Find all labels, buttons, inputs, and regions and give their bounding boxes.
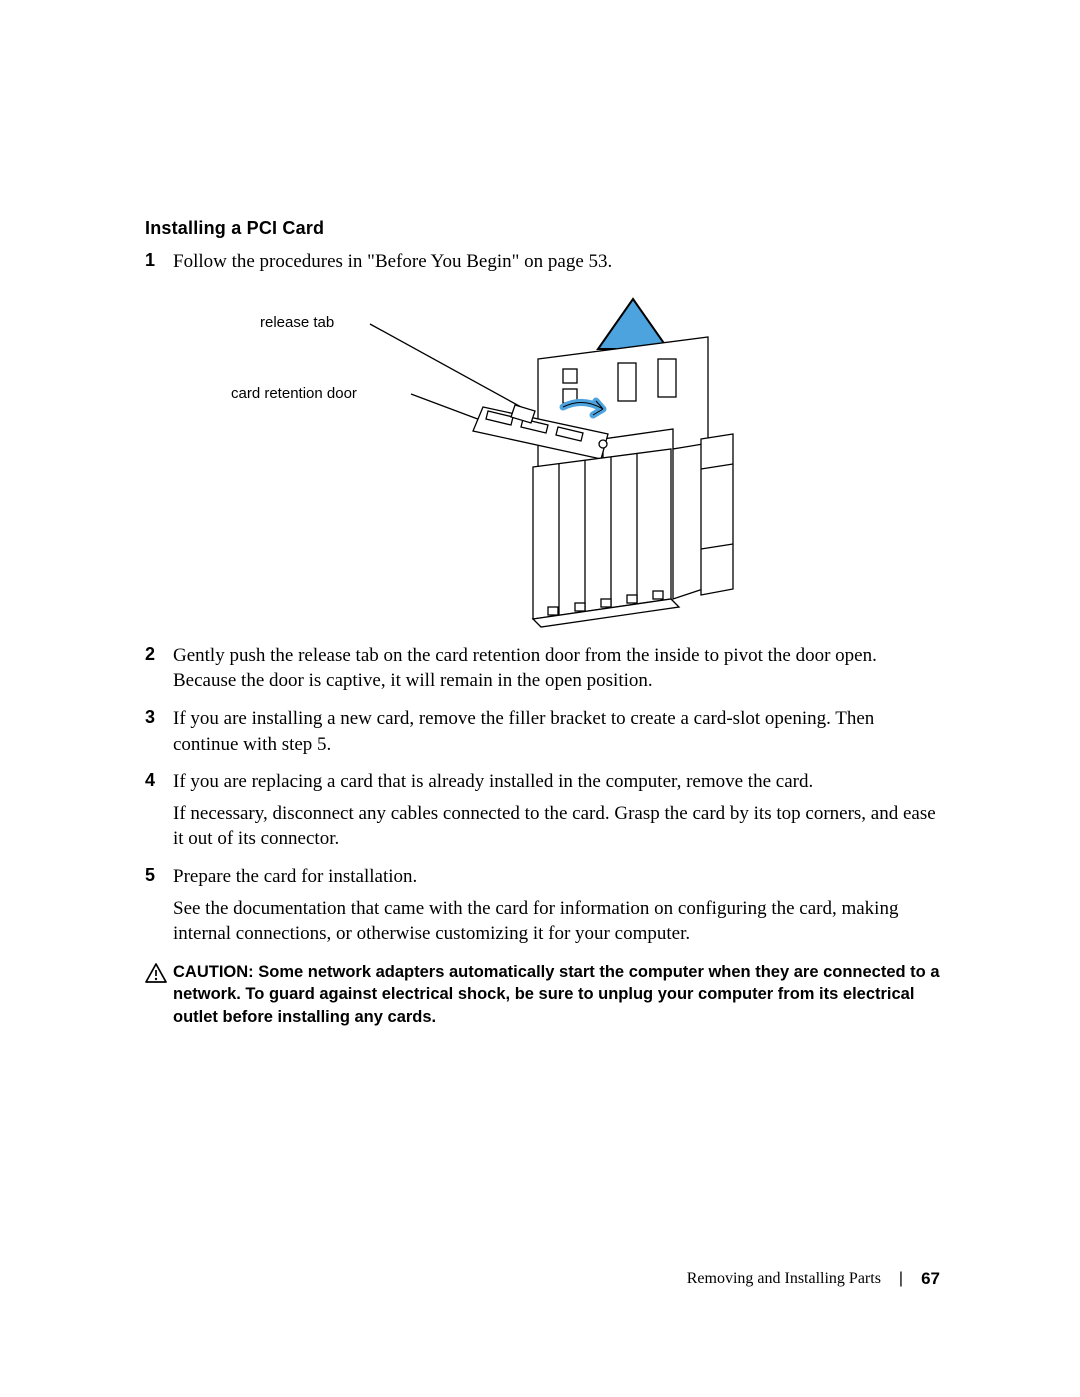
step-text: Prepare the card for installation. — [173, 864, 940, 890]
step-text: See the documentation that came with the… — [173, 896, 940, 947]
step-3: 3 If you are installing a new card, remo… — [145, 706, 940, 763]
step-list: 1 Follow the procedures in "Before You B… — [145, 249, 940, 281]
footer-separator: | — [899, 1270, 903, 1288]
step-text: If you are replacing a card that is alre… — [173, 769, 940, 795]
step-number: 4 — [145, 769, 173, 791]
step-text: Gently push the release tab on the card … — [173, 643, 940, 694]
step-number: 1 — [145, 249, 173, 271]
caution-icon — [145, 961, 173, 988]
section-heading: Installing a PCI Card — [145, 218, 940, 239]
callout-card-retention-door: card retention door — [231, 386, 357, 403]
step-text: If you are installing a new card, remove… — [173, 706, 940, 757]
step-2: 2 Gently push the release tab on the car… — [145, 643, 940, 700]
page-footer: Removing and Installing Parts | 67 — [687, 1269, 940, 1289]
figure-svg — [263, 289, 823, 629]
step-body: Prepare the card for installation. See t… — [173, 864, 940, 953]
figure-pci-card-install: release tab card retention door — [145, 289, 940, 629]
caution-text: CAUTION: Some network adapters automatic… — [173, 961, 940, 1028]
step-body: Follow the procedures in "Before You Beg… — [173, 249, 940, 281]
caution-block: CAUTION: Some network adapters automatic… — [145, 961, 940, 1028]
step-text: If necessary, disconnect any cables conn… — [173, 801, 940, 852]
caution-lead: CAUTION: — [173, 963, 254, 981]
step-1: 1 Follow the procedures in "Before You B… — [145, 249, 940, 281]
document-page: Installing a PCI Card 1 Follow the proce… — [0, 0, 1080, 1397]
step-5: 5 Prepare the card for installation. See… — [145, 864, 940, 953]
step-body: If you are replacing a card that is alre… — [173, 769, 940, 858]
step-body: Gently push the release tab on the card … — [173, 643, 940, 700]
page-number: 67 — [921, 1269, 940, 1289]
step-number: 3 — [145, 706, 173, 728]
footer-section: Removing and Installing Parts — [687, 1270, 881, 1288]
step-text: Follow the procedures in "Before You Beg… — [173, 249, 940, 275]
step-list-cont: 2 Gently push the release tab on the car… — [145, 643, 940, 953]
caution-body: Some network adapters automatically star… — [173, 963, 940, 1026]
step-number: 2 — [145, 643, 173, 665]
step-4: 4 If you are replacing a card that is al… — [145, 769, 940, 858]
step-body: If you are installing a new card, remove… — [173, 706, 940, 763]
callout-release-tab: release tab — [260, 315, 334, 332]
step-number: 5 — [145, 864, 173, 886]
